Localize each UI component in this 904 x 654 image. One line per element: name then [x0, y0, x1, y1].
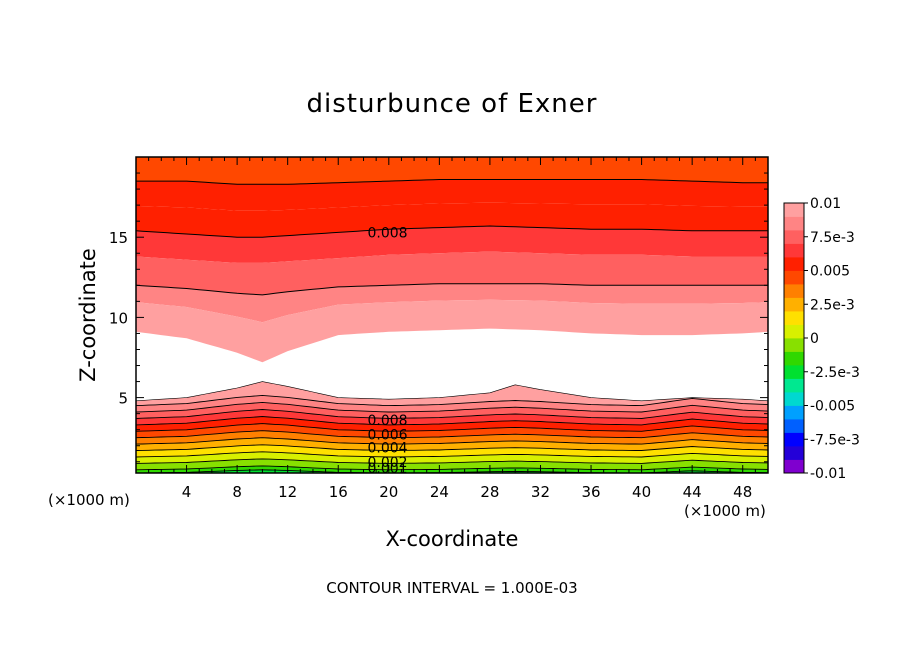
contour-line: [135, 444, 769, 451]
colorbar-swatch: [784, 270, 804, 285]
contour-line: [135, 225, 768, 238]
contour-label: 0.006: [367, 428, 407, 444]
contour-line: [136, 179, 768, 185]
lower-contour-band: [136, 423, 768, 438]
colorbar-tick-label: 0.005: [810, 264, 850, 280]
contour-line: [135, 423, 769, 432]
colorbar-swatch: [784, 338, 804, 352]
upper-contour-band: [136, 283, 768, 323]
contour-label: 0.004: [367, 440, 407, 456]
colorbar-tick-label: -0.01: [810, 466, 846, 482]
lower-contour-band: [136, 416, 768, 432]
y-tick-label: 15: [109, 229, 128, 247]
colorbar-swatch: [784, 203, 804, 217]
y-axis: 5 10 15: [109, 172, 768, 463]
contour-line: [135, 416, 769, 426]
x-tick-label: 8: [232, 483, 242, 501]
colorbar-swatch: [784, 446, 804, 460]
y-tick-label: 5: [118, 390, 128, 408]
contour-line: [135, 409, 769, 419]
upper-contour-band: [136, 179, 768, 211]
upper-contour-band: [136, 157, 768, 185]
x-tick-label: 40: [632, 483, 651, 501]
contour-line: [135, 437, 769, 445]
colorbar-swatch: [784, 297, 804, 312]
upper-contour-band: [136, 202, 768, 238]
chart-title: disturbunce of Exner: [307, 89, 598, 119]
colorbar-swatch: [784, 284, 804, 298]
x-tick-label: 44: [683, 483, 702, 501]
lower-contour-band: [136, 395, 768, 412]
x-tick-label: 24: [430, 483, 449, 501]
contour-line: [135, 451, 769, 458]
contour-line: [135, 283, 768, 296]
y-axis-label: Z-coordinate: [76, 248, 100, 382]
x-tick-label: 4: [182, 483, 192, 501]
x-tick-label: 32: [531, 483, 550, 501]
lower-contour-band: [136, 430, 768, 445]
colorbar-tick-label: -7.5e-3: [810, 432, 860, 448]
contour-line: [135, 458, 769, 464]
colorbar-swatch: [784, 405, 804, 420]
colorbar-swatch: [784, 432, 804, 447]
x-tick-label: 36: [581, 483, 600, 501]
x-tick-label: 28: [480, 483, 499, 501]
upper-contour-band: [136, 299, 768, 363]
x-tick-label: 16: [329, 483, 348, 501]
lower-contour-band: [136, 381, 768, 406]
colorbar-tick-label: -0.005: [810, 399, 855, 415]
colorbar-swatch: [784, 257, 804, 271]
colorbar-tick-label: 7.5e-3: [810, 230, 855, 246]
y-tick-label: 10: [109, 309, 128, 327]
colorbar-swatch: [784, 419, 804, 433]
colorbar-swatch: [784, 351, 804, 366]
colorbar-swatch: [784, 324, 804, 339]
x-unit-label-right: (×1000 m): [684, 502, 766, 520]
x-axis: 4 8 12 16 20 24 28 32 36 40 44 48: [148, 157, 756, 501]
contour-label: 0.002: [367, 455, 407, 471]
lower-contour-band: [136, 444, 768, 457]
colorbar-swatch: [784, 216, 804, 231]
contour-line: [135, 381, 769, 402]
colorbar-tick-label: 0.01: [810, 196, 841, 212]
colorbar-tick-label: 0: [810, 331, 819, 347]
x-unit-label-left: (×1000 m): [48, 491, 130, 509]
upper-contour-band: [136, 251, 768, 295]
colorbar-swatch: [784, 365, 804, 379]
contour-line: [135, 430, 769, 439]
contour-label: 0.008: [367, 413, 407, 429]
contour-line: [135, 401, 769, 413]
colorbar-swatch: [784, 378, 804, 393]
contour-interval-footer: CONTOUR INTERVAL = 1.000E-03: [326, 579, 577, 597]
x-tick-label: 20: [379, 483, 398, 501]
lower-contour-band: [136, 469, 768, 473]
x-axis-label: X-coordinate: [386, 527, 519, 551]
colorbar-swatch: [784, 311, 804, 325]
lower-contour-band: [136, 458, 768, 470]
lower-contour-band: [136, 451, 768, 464]
contour-label: 0.008: [367, 225, 407, 241]
colorbar-tick-label: -2.5e-3: [810, 365, 860, 381]
colorbar-swatch: [784, 230, 804, 244]
colorbar: 0.01 7.5e-3 0.005 2.5e-3 0 -2.5e-3 -0.005 -7.5e…: [783, 196, 860, 482]
lower-contour-band: [136, 437, 768, 451]
contour-line: [135, 394, 769, 407]
colorbar-swatch: [784, 459, 804, 474]
colorbar-swatch: [784, 243, 804, 258]
x-tick-label: 12: [278, 483, 297, 501]
x-tick-label: 48: [733, 483, 752, 501]
colorbar-swatch: [784, 392, 804, 406]
colorbar-tick-label: 2.5e-3: [810, 297, 855, 313]
